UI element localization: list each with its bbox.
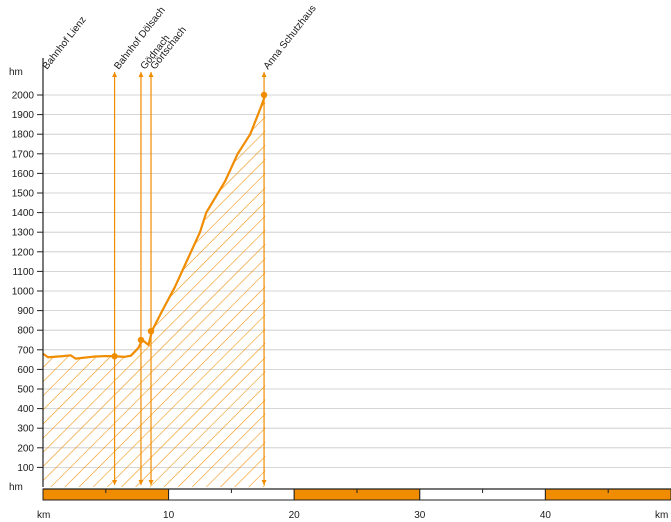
profile-area [43,95,266,487]
stop-arrow-top-1 [112,72,118,77]
y-tick-label-100: 100 [17,463,34,474]
stop-arrow-bottom-3 [148,480,154,485]
stop-label-0: Bahnhof Lienz [41,15,89,72]
stop-arrow-top-3 [148,72,154,77]
y-tick-label-1800: 1800 [12,130,35,141]
x-tick-label-30: 30 [414,510,426,521]
stop-arrow-bottom-2 [138,480,144,485]
stop-arrow-top-4 [261,72,267,77]
y-tick-label-1400: 1400 [12,208,35,219]
stop-markers [111,72,268,485]
x-tick-label-10: 10 [163,510,175,521]
y-tick-label-200: 200 [17,443,34,454]
y-tick-label-900: 900 [17,306,34,317]
y-tick-label-1700: 1700 [12,149,35,160]
y-tick-label-2000: 2000 [12,91,35,102]
y-tick-label-1100: 1100 [12,267,34,278]
y-tick-label-600: 600 [17,365,34,376]
y-tick-label-1200: 1200 [12,247,35,258]
profile-line-path [42,94,267,360]
y-tick-label-1500: 1500 [12,189,35,200]
x-unit-right-label: km [655,510,668,521]
y-tick-label-500: 500 [17,385,34,396]
profile-line [42,94,267,360]
y-tick-label-1300: 1300 [12,228,35,239]
stop-arrow-bottom-4 [261,480,267,485]
x-tick-label-40: 40 [540,510,552,521]
y-tick-label-400: 400 [17,404,34,415]
y-tick-label-800: 800 [17,326,34,337]
y-tick-label-700: 700 [17,345,34,356]
y-tick-label-300: 300 [17,424,34,435]
y-tick-label-1900: 1900 [12,110,35,121]
x-tick-label-20: 20 [289,510,301,521]
axes [37,58,671,501]
y-tick-label-1600: 1600 [12,169,35,180]
stop-label-4: Anna Schutzhaus [262,3,319,72]
x-unit-left-label: km [37,510,50,521]
stop-arrow-bottom-1 [112,480,118,485]
y-tick-label-1000: 1000 [12,287,35,298]
y-unit-bottom-label: hm [9,482,23,493]
y-unit-top-label: hm [9,67,23,78]
profile-area-fill [43,95,266,487]
stop-arrow-top-2 [138,72,144,77]
